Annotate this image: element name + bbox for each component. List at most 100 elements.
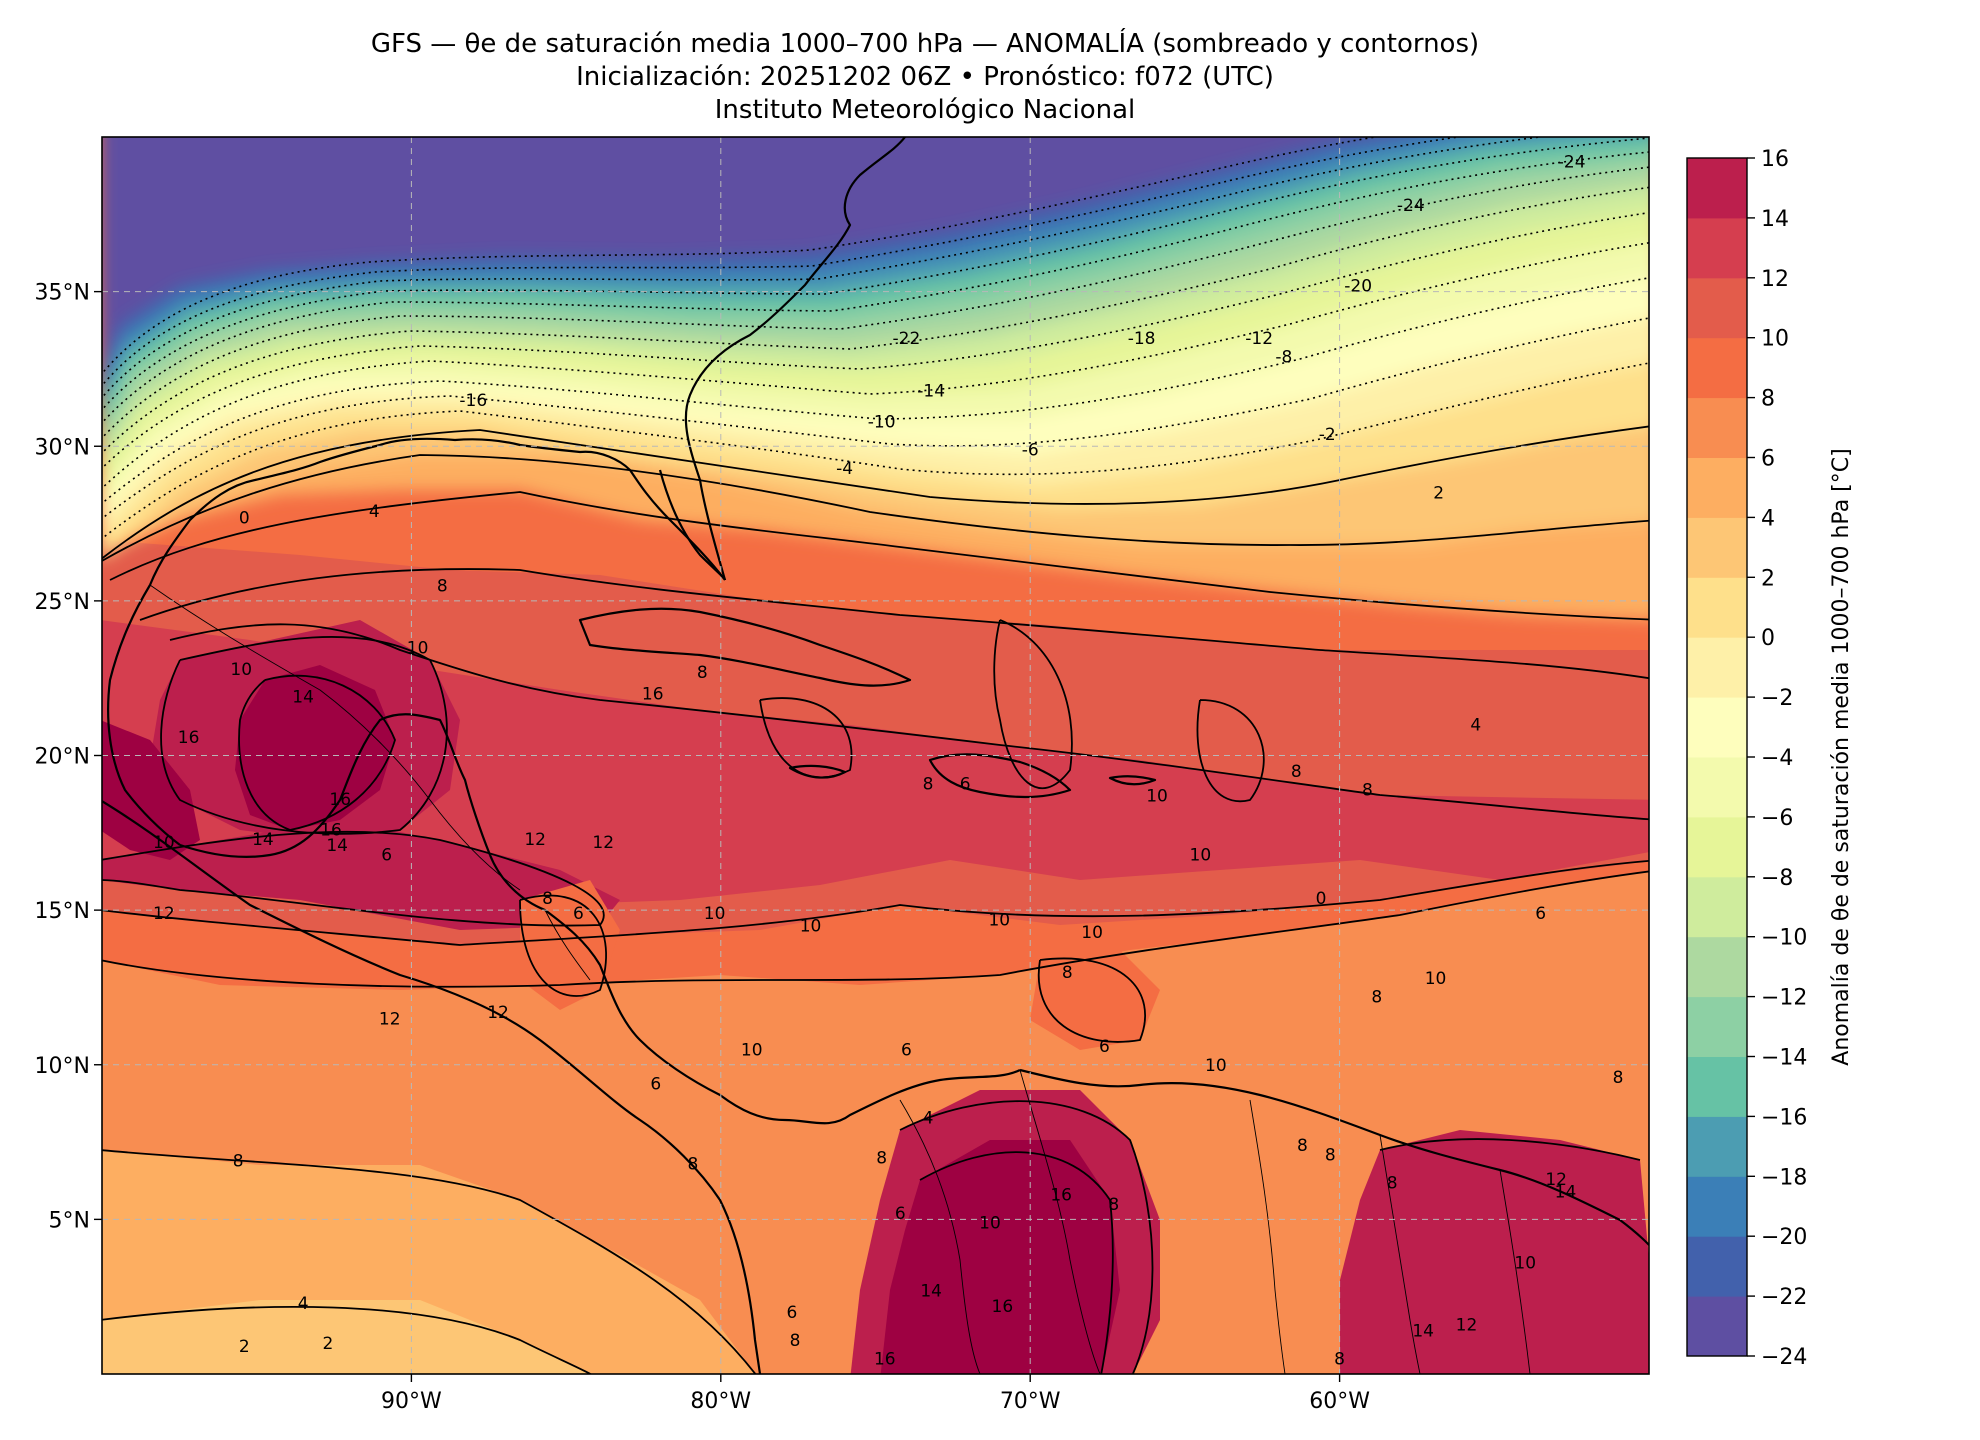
contour-label: 10	[1425, 969, 1447, 989]
colorbar-swatch	[1687, 757, 1747, 818]
contour-label: 10	[1081, 923, 1103, 943]
contour-label: 10	[153, 833, 175, 853]
contour-label: 10	[1146, 787, 1168, 807]
contour-label: -2	[1319, 425, 1336, 445]
anomaly-shading	[102, 137, 1649, 1374]
map-subtitle-institute: Instituto Meteorológico Nacional	[714, 95, 1136, 125]
colorbar-tick-label: −24	[1761, 1345, 1807, 1370]
colorbar-tick-label: −18	[1761, 1165, 1807, 1190]
contour-label: 16	[320, 821, 342, 841]
contour-label: 12	[524, 830, 546, 850]
contour-label: 8	[1362, 781, 1373, 801]
lat-tick-label: 5°N	[49, 1208, 90, 1233]
colorbar-swatch	[1687, 517, 1747, 578]
contour-label: 16	[178, 728, 200, 748]
coast-yucatan	[179, 713, 492, 859]
contour-label: 10	[741, 1040, 763, 1060]
colorbar-swatch	[1687, 637, 1747, 698]
colorbar-swatch	[1687, 397, 1747, 458]
contour-label: 4	[298, 1294, 309, 1314]
contour-label: -24	[1558, 153, 1586, 173]
contour-label: -4	[836, 459, 853, 479]
contour-label: 12	[1545, 1170, 1567, 1190]
colorbar-tick-label: 10	[1761, 327, 1789, 352]
contour-label: 16	[329, 790, 351, 810]
contour-lines-solid	[102, 425, 1649, 1374]
contour-label: 8	[923, 774, 934, 794]
contour-label: 12	[487, 1003, 509, 1023]
contour-label: 8	[697, 663, 708, 683]
contour-label: 12	[153, 904, 175, 924]
contour-label: 2	[1433, 484, 1444, 504]
lat-tick-label: 35°N	[35, 281, 90, 306]
colorbar-swatch	[1687, 217, 1747, 279]
contour-label: 12	[592, 833, 614, 853]
coast-central-america	[488, 854, 1021, 1125]
colorbar-tick-label: 8	[1761, 387, 1775, 412]
contour-label: 10	[1205, 1056, 1227, 1076]
shading-sa-core-14	[880, 1140, 1120, 1374]
contour-label: 6	[650, 1074, 661, 1094]
contour-label: 8	[1062, 963, 1073, 983]
contour-label: -18	[1128, 329, 1156, 349]
contour-label: 6	[573, 904, 584, 924]
contour-label: 16	[874, 1350, 896, 1370]
contour-label: 10	[704, 904, 726, 924]
colorbar-ticks: 16 14 12 10 8 6 4 2 0 −2 −4 −6 −8 −10 −12 −14 −16 −18 −20 −…	[1747, 147, 1807, 1370]
colorbar-swatch	[1687, 577, 1747, 638]
contour-label: 14	[292, 688, 314, 708]
contour-label: -8	[1275, 348, 1292, 368]
colorbar-tick-label: 14	[1761, 207, 1789, 232]
contour-label: 14	[1412, 1322, 1434, 1342]
lon-tick-label: 80°W	[690, 1389, 751, 1414]
contour-label: 6	[787, 1303, 798, 1323]
colorbar-swatch	[1687, 158, 1747, 219]
colorbar-tick-label: −22	[1761, 1285, 1807, 1310]
colorbar-tick-label: −12	[1761, 986, 1807, 1011]
shading-band-10-12	[102, 620, 1649, 905]
colorbar-swatch	[1687, 1296, 1747, 1357]
colorbar-tick-label: 4	[1761, 506, 1775, 531]
contour-label: 6	[381, 845, 392, 865]
contour-label: 8	[1613, 1068, 1624, 1088]
contour-label: 0	[1316, 889, 1327, 909]
colorbar-swatch	[1687, 337, 1747, 399]
contour-label: 12	[1456, 1316, 1478, 1336]
coast-puerto-rico	[1108, 775, 1157, 786]
shading-guiana-core	[1340, 1130, 1649, 1374]
colorbar-swatch	[1687, 277, 1747, 339]
colorbar-tick-label: −2	[1761, 686, 1793, 711]
lon-tick-label: 60°W	[1309, 1389, 1370, 1414]
colorbar-tick-label: −14	[1761, 1046, 1807, 1071]
shading-gulf-core-14	[235, 665, 395, 830]
contour-label: 10	[988, 910, 1010, 930]
lon-tick-label: 90°W	[381, 1389, 442, 1414]
colorbar-swatch	[1687, 1116, 1747, 1177]
contour-label: 8	[790, 1331, 801, 1351]
coast-pacific-central-america	[102, 799, 762, 1374]
contour-label: 8	[1334, 1350, 1345, 1370]
shading-band-2-4	[102, 1300, 588, 1374]
colorbar-swatch	[1687, 816, 1747, 878]
contour-label: 10	[979, 1213, 1001, 1233]
contour-label: 10	[1514, 1254, 1536, 1274]
contour-label: 4	[1470, 716, 1481, 736]
lat-tick-label: 15°N	[35, 899, 90, 924]
contour-label: -24	[1397, 196, 1425, 216]
map-axes: 90°W 80°W 70°W 60°W35°N30°N25°N20°N15°N10°N…	[35, 281, 1371, 1414]
contour-label: -6	[1022, 440, 1039, 460]
coast-cuba	[578, 607, 912, 687]
contour-label: 8	[1291, 762, 1302, 782]
contour-label: 10	[230, 660, 252, 680]
colorbar-tick-label: −4	[1761, 746, 1793, 771]
colorbar-tick-label: 2	[1761, 566, 1775, 591]
colorbar-swatch	[1687, 457, 1747, 518]
contour-label: 8	[1325, 1145, 1336, 1165]
contour-label: 4	[369, 502, 380, 522]
contour-label: 14	[326, 836, 348, 856]
lat-tick-label: 10°N	[35, 1054, 90, 1079]
colorbar-swatch	[1687, 697, 1747, 758]
coast-us-east	[684, 137, 906, 581]
map-plot-area: -24-24-20-18-22 -12-8-14-10-6-4-2-160 4281…	[101, 136, 1650, 1375]
title-block: GFS — θe de saturación media 1000–700 hP…	[100, 28, 1750, 127]
